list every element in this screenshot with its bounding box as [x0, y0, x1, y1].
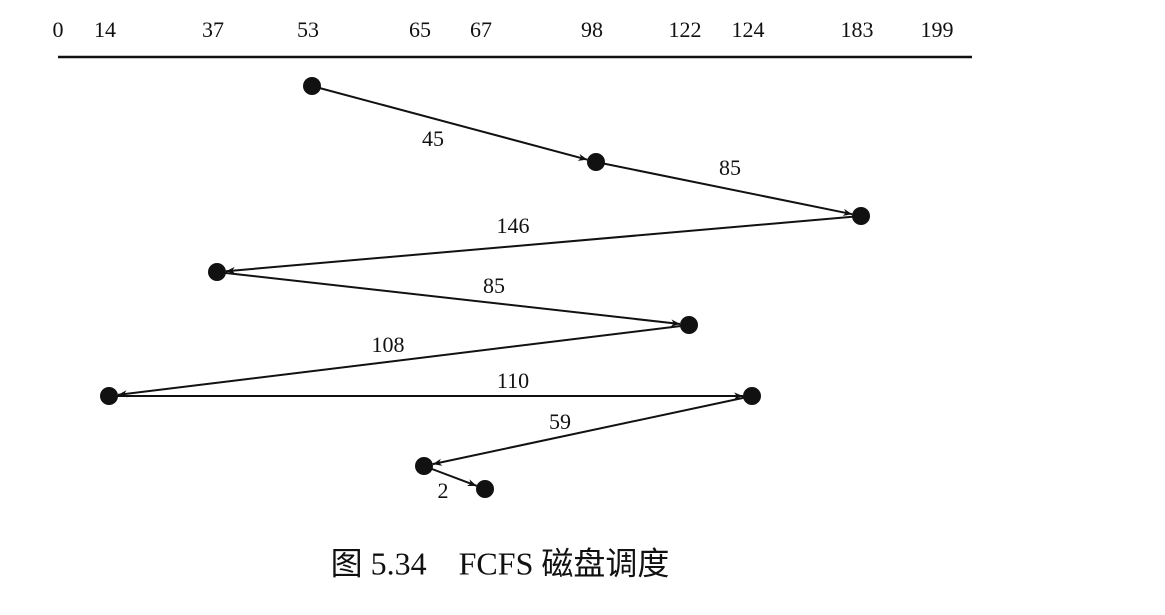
distance-label: 2 — [438, 478, 449, 503]
distance-label: 59 — [549, 409, 571, 434]
tick-label: 199 — [921, 17, 954, 42]
seek-arrow — [432, 395, 753, 466]
request-node — [680, 316, 698, 334]
tick-label: 98 — [581, 17, 603, 42]
seek-arrow — [225, 215, 862, 275]
tick-label: 183 — [841, 17, 874, 42]
distance-label: 45 — [422, 126, 444, 151]
seek-arrow — [311, 85, 588, 161]
tick-label: 65 — [409, 17, 431, 42]
request-node — [303, 77, 321, 95]
tick-label: 124 — [732, 17, 765, 42]
request-node — [587, 153, 605, 171]
distance-label: 108 — [372, 332, 405, 357]
tick-label: 37 — [202, 17, 224, 42]
distance-label: 85 — [719, 155, 741, 180]
distance-label: 110 — [497, 368, 529, 393]
seek-arrow — [595, 161, 853, 216]
tick-label: 67 — [470, 17, 492, 42]
tick-label: 122 — [669, 17, 702, 42]
distance-label: 85 — [483, 273, 505, 298]
request-node — [852, 207, 870, 225]
request-node — [208, 263, 226, 281]
distance-label: 146 — [497, 213, 530, 238]
seek-arrow — [216, 271, 681, 327]
request-node — [415, 457, 433, 475]
caption: 图 5.34 FCFS 磁盘调度 — [331, 545, 670, 581]
request-node — [100, 387, 118, 405]
seek-arrow — [117, 324, 690, 398]
tick-label: 53 — [297, 17, 319, 42]
request-node — [743, 387, 761, 405]
tick-label: 0 — [53, 17, 64, 42]
tick-label: 14 — [94, 17, 116, 42]
request-node — [476, 480, 494, 498]
seek-arrow — [423, 465, 477, 487]
